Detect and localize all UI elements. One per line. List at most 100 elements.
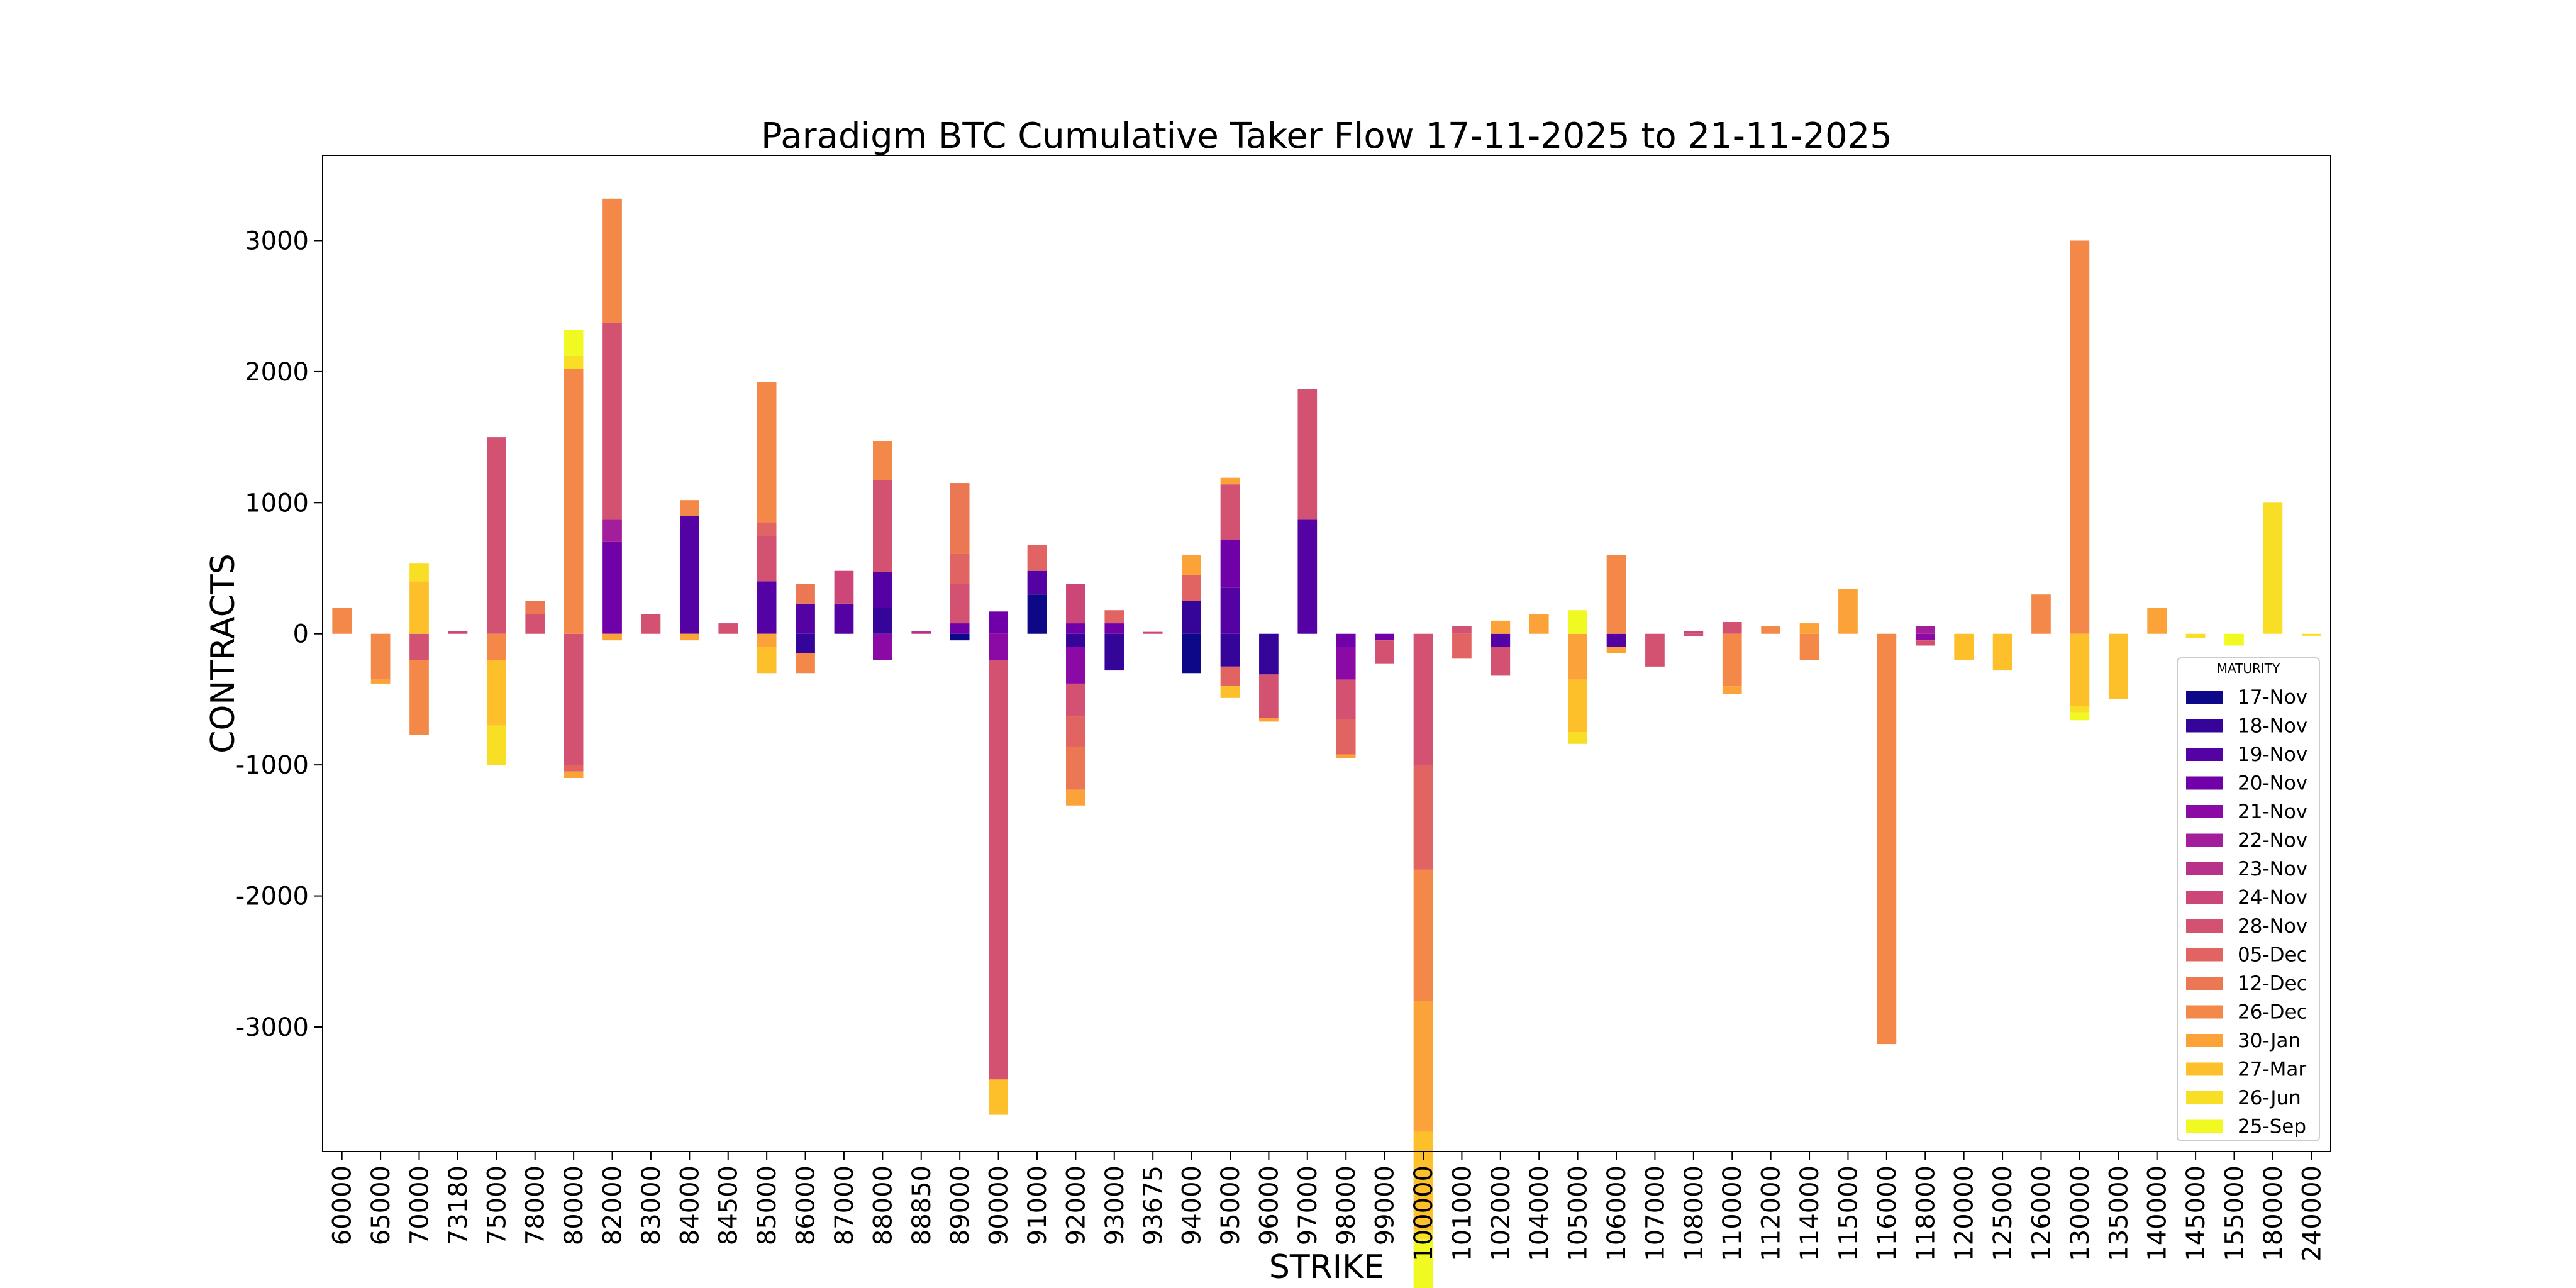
legend-swatch: [2186, 719, 2223, 733]
legend-swatch: [2186, 1119, 2223, 1133]
bar-97000-19-Nov: [1297, 519, 1318, 634]
x-tick-label: 80000: [560, 1165, 589, 1245]
legend: MATURITY 17-Nov 18-Nov 19-Nov 20-Nov 21-Nov 2…: [2177, 657, 2320, 1141]
bar-97000-28-Nov: [1297, 388, 1318, 520]
bar-82000-20-Nov: [602, 541, 622, 634]
bar-115000-30-Jan: [1838, 589, 1858, 634]
bar-92000-21-Nov: [1066, 647, 1085, 684]
bar-85000-28-Nov: [757, 535, 777, 582]
x-tick-label: 70000: [406, 1165, 435, 1245]
legend-swatch: [2186, 1091, 2223, 1104]
bar-101000-05-Dec: [1452, 633, 1472, 659]
bar-104000-30-Jan: [1529, 614, 1549, 634]
x-tick-label: 240000: [2297, 1165, 2326, 1262]
x-tick-label: 82000: [599, 1165, 628, 1245]
bar-98000-30-Jan: [1336, 754, 1356, 758]
bar-88850-23-Nov: [911, 631, 931, 634]
chart-title: Paradigm BTC Cumulative Taker Flow 17-11…: [761, 116, 1892, 157]
x-tick-label: 126000: [2027, 1165, 2056, 1262]
legend-swatch: [2186, 1062, 2223, 1076]
bar-100000-25-Sep: [1413, 1239, 1433, 1288]
x-tick-label: 112000: [1757, 1165, 1786, 1262]
bar-155000-25-Sep: [2224, 633, 2244, 646]
x-tick-label: 120000: [1950, 1165, 1979, 1262]
bar-108000-24-Nov: [1684, 631, 1704, 634]
x-tick-label: 83000: [637, 1165, 666, 1245]
bar-80000-25-Sep: [564, 330, 584, 356]
bar-89000-05-Dec: [950, 553, 970, 584]
legend-swatch: [2186, 691, 2223, 704]
bar-110000-30-Jan: [1722, 686, 1742, 694]
x-tick-label: 104000: [1525, 1165, 1554, 1262]
x-tick-label: 73180: [444, 1165, 473, 1245]
bar-84000-19-Nov: [679, 516, 699, 634]
bar-70000-26-Jun: [409, 563, 429, 582]
x-tick-label: 115000: [1834, 1165, 1863, 1262]
bar-92000-05-Dec: [1066, 716, 1085, 747]
bar-92000-20-Nov: [1066, 623, 1085, 634]
bar-93000-05-Dec: [1104, 610, 1124, 624]
bar-98000-05-Dec: [1336, 719, 1356, 755]
bar-65000-30-Jan: [370, 679, 391, 684]
y-tick-label: -1000: [236, 751, 309, 780]
bar-93675-24-Nov: [1143, 631, 1163, 634]
y-tick-label: 0: [293, 620, 309, 649]
x-tick-label: 75000: [482, 1165, 511, 1245]
bar-95000-18-Nov: [1220, 633, 1240, 667]
bar-105000-25-Sep: [1568, 610, 1587, 634]
bar-85000-19-Nov: [757, 581, 777, 634]
bar-94000-17-Nov: [1182, 633, 1201, 674]
bar-118000-21-Nov: [1915, 633, 1935, 641]
x-tick-label: 78000: [521, 1165, 550, 1245]
bar-92000-12-Dec: [1066, 746, 1085, 790]
bar-70000-27-Mar: [409, 581, 429, 634]
legend-label: 20-Nov: [2238, 772, 2307, 795]
bar-99000-28-Nov: [1375, 640, 1394, 664]
bar-86000-18-Nov: [796, 633, 815, 653]
bar-89000-12-Dec: [950, 483, 970, 554]
bar-100000-27-Mar: [1413, 1131, 1433, 1231]
legend-swatch: [2186, 919, 2223, 933]
legend-label: 21-Nov: [2238, 801, 2307, 823]
x-tick-label: 89000: [946, 1165, 975, 1245]
bar-130000-26-Jun: [2070, 706, 2090, 713]
bar-92000-30-Jan: [1066, 789, 1085, 806]
bar-95000-30-Jan: [1220, 477, 1240, 485]
x-tick-label: 125000: [1989, 1165, 2018, 1262]
x-tick-label: 85000: [753, 1165, 782, 1245]
legend-label: 24-Nov: [2238, 887, 2307, 909]
bar-91000-19-Nov: [1027, 570, 1047, 595]
bar-75000-27-Mar: [486, 660, 506, 726]
legend-label: 26-Dec: [2238, 1001, 2307, 1024]
bar-101000-28-Nov: [1452, 626, 1472, 634]
bar-93000-20-Nov: [1104, 623, 1124, 634]
y-tick-label: -3000: [236, 1013, 309, 1042]
bar-102000-30-Jan: [1491, 620, 1511, 634]
bar-84000-30-Jan: [679, 633, 699, 641]
bar-82000-28-Nov: [602, 323, 622, 520]
legend-label: 22-Nov: [2238, 830, 2307, 852]
bar-80000-26-Jun: [564, 355, 584, 369]
bar-102000-19-Nov: [1491, 633, 1511, 647]
bar-112000-26-Dec: [1761, 626, 1780, 634]
bar-85000-30-Jan: [757, 633, 777, 647]
bar-107000-28-Nov: [1645, 633, 1665, 667]
bar-80000-30-Jan: [564, 771, 584, 778]
legend-swatch: [2186, 776, 2223, 790]
x-tick-label: 94000: [1178, 1165, 1207, 1245]
bar-88000-18-Nov: [873, 608, 892, 634]
x-tick-label: 92000: [1062, 1165, 1091, 1245]
x-tick-label: 101000: [1448, 1165, 1477, 1262]
bar-86000-26-Dec: [796, 653, 815, 674]
bar-90000-27-Mar: [989, 1079, 1008, 1115]
bar-94000-30-Jan: [1182, 555, 1201, 575]
x-tick-label: 88000: [869, 1165, 897, 1245]
bar-91000-17-Nov: [1027, 594, 1047, 634]
legend-label: 12-Dec: [2238, 972, 2307, 995]
bar-82000-26-Dec: [602, 198, 622, 323]
x-tick-label: 84500: [714, 1165, 743, 1245]
x-tick-label: 86000: [792, 1165, 821, 1245]
bar-110000-26-Dec: [1722, 633, 1742, 687]
legend-label: 18-Nov: [2238, 715, 2307, 738]
